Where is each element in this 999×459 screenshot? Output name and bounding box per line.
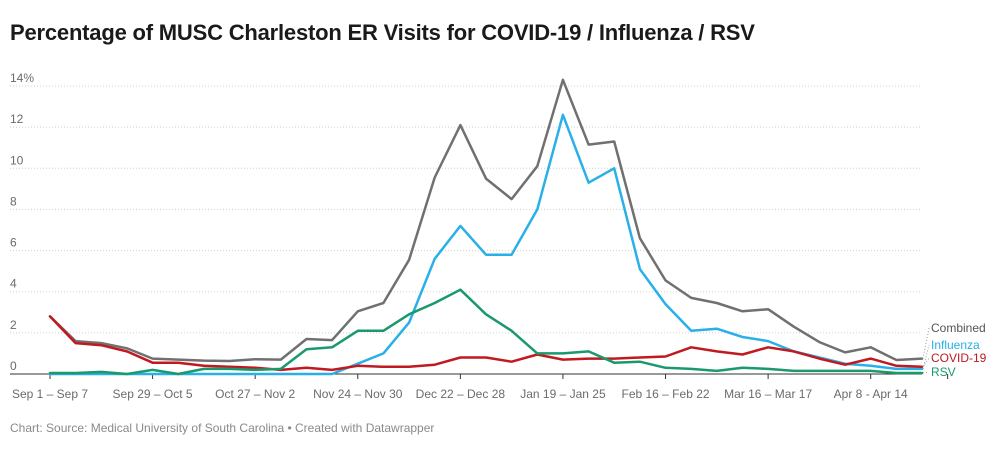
x-axis-labels: Sep 1 – Sep 7 Sep 29 – Oct 5 Oct 27 – Nov … [12, 374, 949, 401]
chart-source: Chart: Source: Medical University of Sou… [10, 421, 435, 435]
y-tick-label: 2 [10, 318, 17, 332]
y-tick-label: 12 [10, 112, 24, 126]
series-label-connector [922, 344, 930, 369]
series-label-covid-19: COVID-19 [931, 351, 987, 365]
series-label-connector [922, 371, 930, 374]
x-tick-label: Jan 19 – Jan 25 [520, 387, 606, 401]
y-axis-labels: 0 2 4 6 8 10 12 14% [10, 71, 34, 373]
chart-title: Percentage of MUSC Charleston ER Visits … [10, 20, 755, 45]
series-line-influenza [48, 113, 924, 376]
x-tick-label: Mar 16 – Mar 17 [724, 387, 812, 401]
x-tick-label: Apr 8 - Apr 14 [834, 387, 908, 401]
y-tick-label: 4 [10, 277, 17, 291]
y-tick-label: 14% [10, 71, 34, 85]
series-line-covid-19 [48, 315, 924, 372]
x-tick-label: Oct 27 – Nov 2 [215, 387, 295, 401]
series-label-connector [922, 327, 930, 359]
x-tick-label: Sep 29 – Oct 5 [113, 387, 193, 401]
x-tick-label: Dec 22 – Dec 28 [416, 387, 506, 401]
y-tick-label: 6 [10, 236, 17, 250]
series-line-rsv [48, 288, 924, 376]
y-tick-label: 8 [10, 194, 17, 208]
series-label-rsv: RSV [931, 365, 956, 379]
x-tick-label: Sep 1 – Sep 7 [12, 387, 88, 401]
series-line-combined [48, 78, 924, 363]
y-tick-label: 0 [10, 359, 17, 373]
y-tick-label: 10 [10, 153, 24, 167]
x-tick-label: Feb 16 – Feb 22 [621, 387, 709, 401]
series-lines [48, 78, 924, 376]
series-label-combined: Combined [931, 321, 986, 335]
grid-lines [10, 85, 922, 375]
x-tick-label: Nov 24 – Nov 30 [313, 387, 403, 401]
series-label-influenza: Influenza [931, 338, 980, 352]
